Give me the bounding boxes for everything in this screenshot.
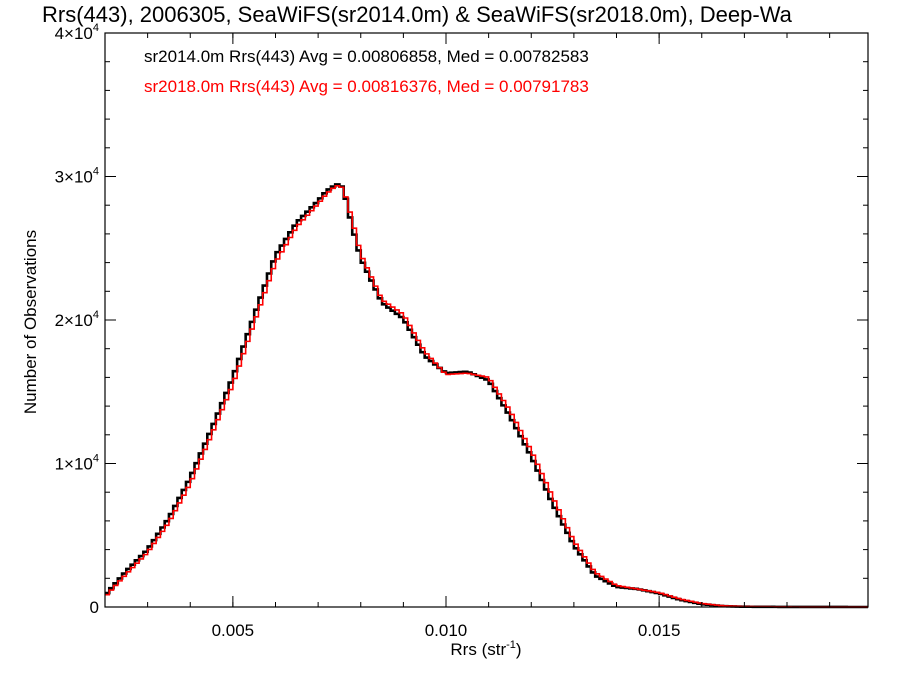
x-axis-label: Rrs (str-1) [450,639,521,659]
y-tick-label-exponent: 4 [93,309,99,321]
x-axis-label-close: ) [516,640,522,659]
x-axis-label-superscript: -1 [506,639,516,651]
y-tick-label-base: 3×10 [55,168,93,187]
y-tick-label: 4×104 [55,22,99,43]
y-tick-label-exponent: 4 [93,22,99,34]
y-tick-label: 3×104 [55,166,99,187]
x-tick-label: 0.005 [212,621,255,640]
x-tick-label: 0.010 [425,621,468,640]
x-tick-label: 0.015 [638,621,681,640]
legend-entry-sr2018: sr2018.0m Rrs(443) Avg = 0.00816376, Med… [144,77,589,96]
series-group [105,183,868,609]
y-tick-label-base: 2×10 [55,311,93,330]
y-tick-label-exponent: 4 [93,166,99,178]
y-tick-label: 2×104 [55,309,99,330]
y-tick-label-base: 4×10 [55,24,93,43]
y-tick-label-exponent: 4 [93,453,99,465]
y-tick-label: 0 [90,598,99,617]
chart-title: Rrs(443), 2006305, SeaWiFS(sr2014.0m) & … [42,2,793,27]
series-line-1 [105,185,868,608]
y-tick-label: 1×104 [55,453,99,474]
x-axis-label-text: Rrs (str [450,640,506,659]
legend-entry-sr2014: sr2014.0m Rrs(443) Avg = 0.00806858, Med… [144,47,589,66]
y-axis-label: Number of Observations [21,230,40,414]
y-tick-label-base: 1×10 [55,455,93,474]
